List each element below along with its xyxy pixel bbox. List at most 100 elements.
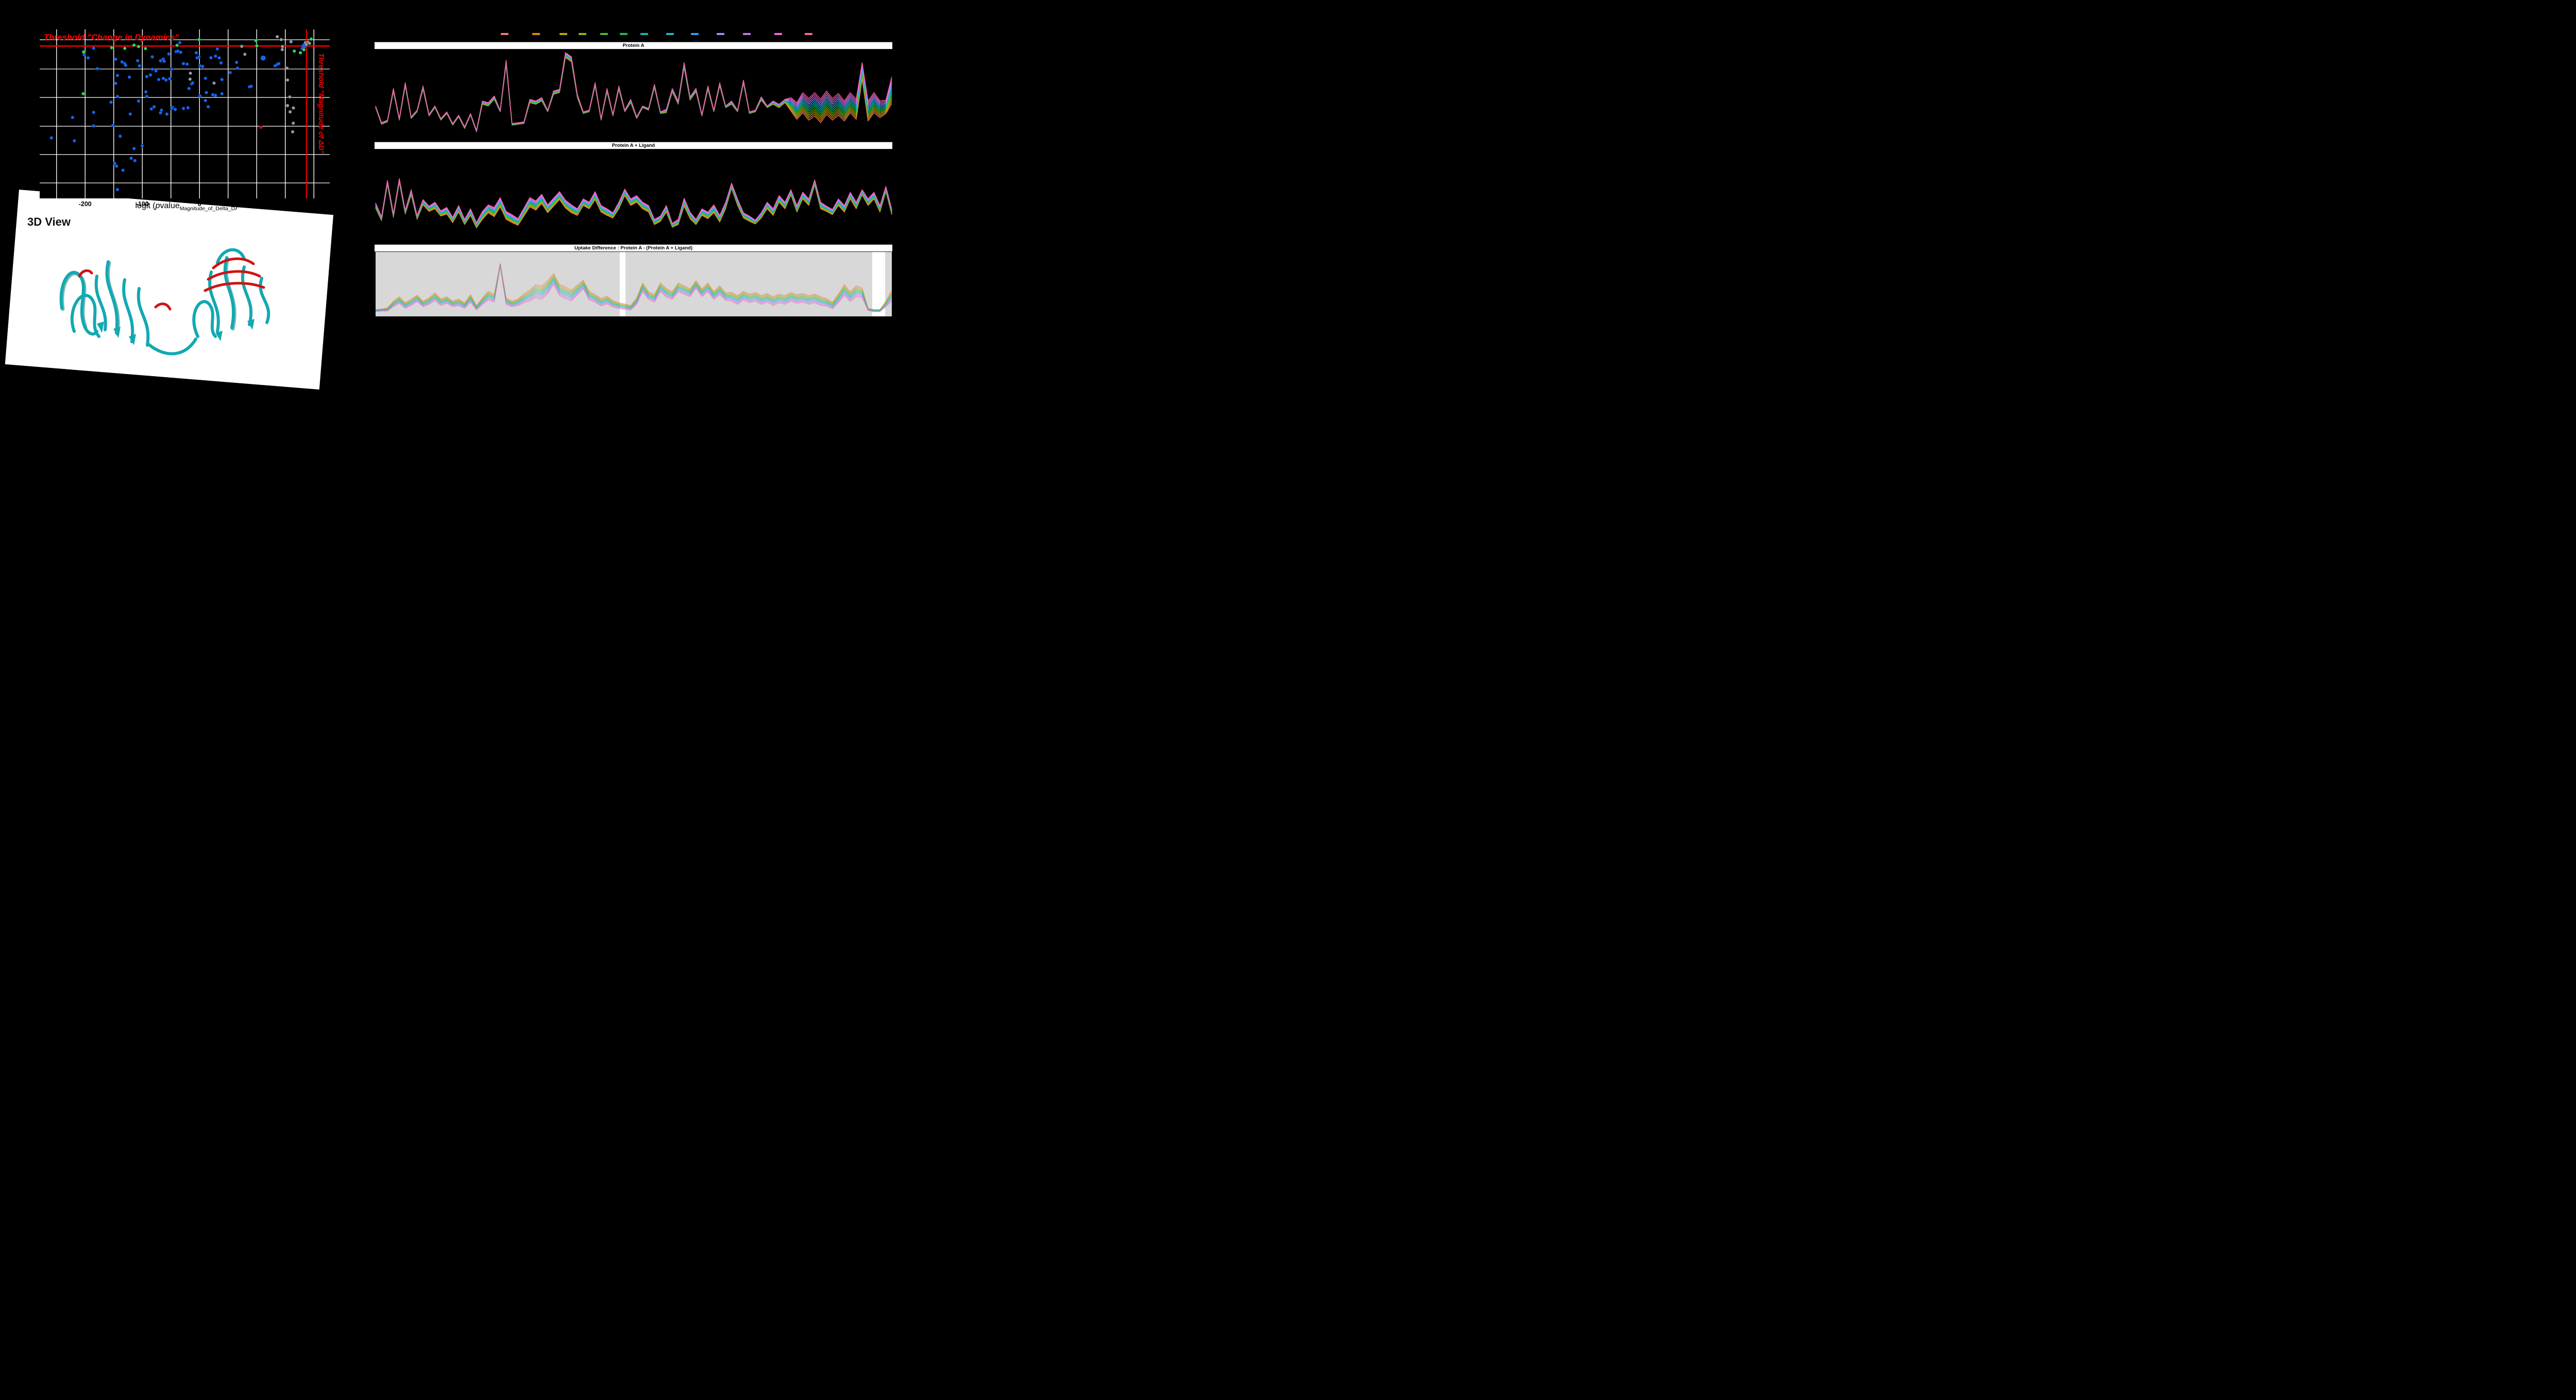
uptake-series-line[interactable] xyxy=(375,263,892,310)
scatter-point-non-significant[interactable] xyxy=(115,188,120,192)
uptake-series-line[interactable] xyxy=(375,53,892,131)
scatter-point-non-significant[interactable] xyxy=(219,61,223,65)
scatter-point-non-significant[interactable] xyxy=(150,67,155,71)
scatter-point-non-significant[interactable] xyxy=(213,54,217,58)
scatter-point-significant-magnitude-only[interactable] xyxy=(292,106,295,110)
scatter-point-non-significant[interactable] xyxy=(159,59,162,63)
scatter-point-significant-change-in-dynamics[interactable] xyxy=(254,39,258,43)
uptake-series-line[interactable] xyxy=(375,265,892,312)
scatter-point-non-significant[interactable] xyxy=(215,47,219,51)
uptake-series-line[interactable] xyxy=(375,56,892,132)
scatter-point-significant-change-in-dynamics[interactable] xyxy=(255,44,259,48)
scatter-point-non-significant[interactable] xyxy=(162,59,166,63)
scatter-point-significant-magnitude-only[interactable] xyxy=(285,66,289,70)
legend-item-exposure-8[interactable] xyxy=(666,33,674,35)
scatter-point-non-significant[interactable] xyxy=(179,50,183,54)
scatter-point-non-significant[interactable] xyxy=(86,56,90,60)
scatter-point-non-significant[interactable] xyxy=(149,107,154,111)
scatter-point-non-significant[interactable] xyxy=(150,55,155,59)
uptake-series-line[interactable] xyxy=(375,264,892,311)
scatter-point-non-significant[interactable] xyxy=(115,73,120,77)
legend-item-exposure-13[interactable] xyxy=(805,33,812,35)
scatter-point-significant-change-in-dynamics[interactable] xyxy=(81,50,86,54)
scatter-point-non-significant[interactable] xyxy=(49,136,54,140)
volcano-canvas[interactable]: Threshold "Change in Dynamics" Threshold … xyxy=(0,0,340,222)
scatter-point-significant-magnitude-only[interactable] xyxy=(291,130,295,134)
uptake-series-line[interactable] xyxy=(375,264,892,311)
scatter-point-non-significant[interactable] xyxy=(92,110,96,114)
scatter-point-non-significant[interactable] xyxy=(200,64,205,69)
scatter-point-non-significant[interactable] xyxy=(113,161,117,165)
scatter-point-significant-change-in-dynamics[interactable] xyxy=(123,46,127,50)
scatter-point-significant-change-in-dynamics[interactable] xyxy=(81,92,85,96)
scatter-point-significant-magnitude-only[interactable] xyxy=(285,104,290,108)
scatter-point-non-significant[interactable] xyxy=(228,71,232,75)
scatter-point-non-significant[interactable] xyxy=(198,94,202,98)
scatter-point-non-significant[interactable] xyxy=(277,61,281,65)
scatter-point-non-significant[interactable] xyxy=(209,56,213,60)
scatter-point-non-significant[interactable] xyxy=(170,67,174,71)
legend-item-exposure-4[interactable] xyxy=(579,33,586,35)
scatter-point-significant-change-in-dynamics[interactable] xyxy=(132,43,136,47)
legend-item-exposure-1[interactable] xyxy=(501,33,509,35)
scatter-point-non-significant[interactable] xyxy=(170,107,174,110)
uptake-series-line[interactable] xyxy=(375,264,892,311)
scatter-point-non-significant[interactable] xyxy=(187,87,191,91)
uptake-series-line[interactable] xyxy=(375,263,892,310)
scatter-point-non-significant[interactable] xyxy=(181,107,185,110)
legend-item-exposure-10[interactable] xyxy=(717,33,724,35)
scatter-point-non-significant[interactable] xyxy=(204,76,208,80)
uptake-series-line[interactable] xyxy=(375,263,892,310)
uptake-series-line[interactable] xyxy=(375,56,892,132)
scatter-point-non-significant[interactable] xyxy=(113,57,117,61)
legend-item-exposure-6[interactable] xyxy=(620,33,628,35)
scatter-point-non-significant[interactable] xyxy=(213,93,217,97)
legend-item-exposure-2[interactable] xyxy=(532,33,540,35)
scatter-point-non-significant[interactable] xyxy=(165,112,169,116)
scatter-point-non-significant[interactable] xyxy=(135,59,140,63)
scatter-point-non-significant[interactable] xyxy=(167,77,172,81)
scatter-point-non-significant[interactable] xyxy=(186,106,190,110)
scatter-point-non-significant[interactable] xyxy=(111,123,115,127)
scatter-point-non-significant[interactable] xyxy=(113,81,117,86)
scatter-point-significant-change-in-dynamics[interactable] xyxy=(292,49,296,53)
scatter-point-non-significant[interactable] xyxy=(115,94,120,98)
scatter-point-non-significant[interactable] xyxy=(157,77,161,81)
legend-item-exposure-12[interactable] xyxy=(774,33,782,35)
scatter-point-significant-change-in-dynamics[interactable] xyxy=(309,37,313,41)
scatter-point-non-significant[interactable] xyxy=(249,85,253,88)
scatter-point-non-significant[interactable] xyxy=(235,66,240,70)
scatter-point-non-significant[interactable] xyxy=(71,115,75,120)
scatter-point-significant-magnitude-only[interactable] xyxy=(280,47,284,52)
scatter-point-non-significant[interactable] xyxy=(154,69,158,73)
scatter-point-significant-magnitude-only[interactable] xyxy=(285,78,290,82)
scatter-point-non-significant[interactable] xyxy=(194,50,198,55)
scatter-point-significant-magnitude-only[interactable] xyxy=(308,41,312,45)
scatter-point-non-significant[interactable] xyxy=(197,55,201,59)
scatter-point-non-significant[interactable] xyxy=(152,105,156,109)
scatter-point-non-significant[interactable] xyxy=(133,159,137,163)
scatter-point-significant-magnitude-only[interactable] xyxy=(240,44,244,48)
scatter-point-non-significant[interactable] xyxy=(260,55,266,61)
scatter-point-non-significant[interactable] xyxy=(118,134,122,138)
scatter-point-non-significant[interactable] xyxy=(72,139,76,143)
scatter-point-non-significant[interactable] xyxy=(205,91,209,95)
scatter-point-non-significant[interactable] xyxy=(109,100,113,104)
scatter-point-non-significant[interactable] xyxy=(144,90,148,94)
scatter-point-significant-magnitude-only[interactable] xyxy=(243,52,247,56)
scatter-point-non-significant[interactable] xyxy=(220,77,224,81)
scatter-point-significant-magnitude-only[interactable] xyxy=(280,44,284,48)
uptake-series-line[interactable] xyxy=(375,265,892,312)
scatter-point-non-significant[interactable] xyxy=(220,92,224,96)
scatter-point-significant-change-in-dynamics[interactable] xyxy=(197,38,201,42)
uptake-series-line[interactable] xyxy=(375,266,892,312)
volcano-plot[interactable]: Threshold "Change in Dynamics" Threshold … xyxy=(0,0,340,222)
volcano-plot-area[interactable] xyxy=(40,29,320,198)
scatter-point-significant-magnitude-only[interactable] xyxy=(291,121,295,125)
scatter-point-non-significant[interactable] xyxy=(121,168,125,172)
scatter-point-non-significant[interactable] xyxy=(95,66,99,71)
uptake-series-line[interactable] xyxy=(375,53,892,131)
scatter-point-significant-magnitude-only[interactable] xyxy=(287,95,292,99)
scatter-point-non-significant[interactable] xyxy=(234,60,239,64)
scatter-point-non-significant[interactable] xyxy=(161,76,165,80)
